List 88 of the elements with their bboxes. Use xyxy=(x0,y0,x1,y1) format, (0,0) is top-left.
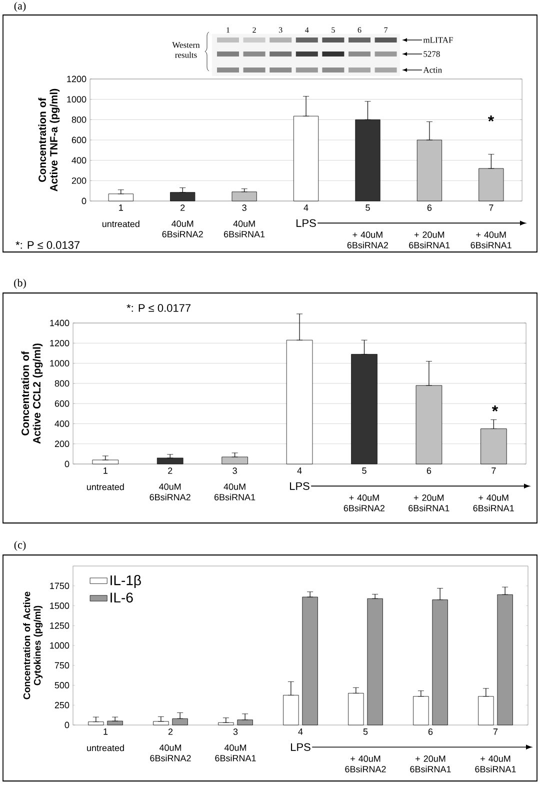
chart-title: (b) xyxy=(14,278,26,289)
text: untreated xyxy=(87,744,124,752)
y-tick-label: 400 xyxy=(54,420,70,427)
x-tick-label: 3 xyxy=(233,728,238,735)
text: 40uM 6BsiRNA1 xyxy=(224,220,265,238)
x-tick-label: 3 xyxy=(232,468,237,474)
text: 5 xyxy=(332,27,335,33)
y-axis-title: Concentration of Active Cytokines (pg/ml) xyxy=(23,592,43,700)
text: + 40uM 6BsiRNA2 xyxy=(347,232,388,248)
chart-title: (c) xyxy=(14,540,26,551)
x-tick-label: 7 xyxy=(489,204,494,211)
x-tick-label: 4 xyxy=(298,728,303,735)
text: + 40uM 6BsiRNA2 xyxy=(344,494,384,512)
text: LPS xyxy=(296,219,316,227)
text: + 20uM 6BsiRNA1 xyxy=(409,232,450,248)
y-tick-label: 1000 xyxy=(50,642,70,649)
y-tick-label: 750 xyxy=(54,662,70,669)
text: 7 xyxy=(384,27,388,33)
y-tick-label: 600 xyxy=(54,400,70,407)
text: 4 xyxy=(305,27,309,33)
y-tick-label: 1500 xyxy=(50,602,70,609)
x-tick-label: 4 xyxy=(304,204,308,211)
chart-title: (a) xyxy=(14,2,26,12)
text: 40uM 6BsiRNA2 xyxy=(162,220,203,238)
text: LPS xyxy=(290,482,310,490)
text: + 40uM 6BsiRNA1 xyxy=(475,756,516,772)
text: mLITAF xyxy=(423,37,453,43)
text: LPS xyxy=(291,743,310,751)
y-tick-label: 200 xyxy=(72,177,86,184)
text: untreated xyxy=(102,220,140,228)
y-axis-title: Concentration of Active TNF-a (pg/ml) xyxy=(38,88,60,192)
text: + 20uM 6BsiRNA1 xyxy=(408,494,450,512)
y-tick-label: 800 xyxy=(54,380,70,387)
x-tick-label: 6 xyxy=(426,468,432,474)
y-tick-label: 1750 xyxy=(50,582,70,590)
y-tick-label: 1000 xyxy=(67,96,86,103)
text: 3 xyxy=(278,27,282,33)
y-tick-label: 1200 xyxy=(67,76,86,82)
x-tick-label: 5 xyxy=(362,468,366,474)
text: untreated xyxy=(86,484,124,490)
x-tick-label: 5 xyxy=(366,204,370,211)
text: 1 xyxy=(226,27,230,33)
y-tick-label: 500 xyxy=(54,682,70,688)
x-tick-label: 1 xyxy=(104,728,108,735)
x-tick-label: 6 xyxy=(427,204,432,211)
y-tick-label: 1000 xyxy=(50,360,70,366)
text: 40uM 6BsiRNA1 xyxy=(214,484,256,500)
text: 5278 xyxy=(424,51,440,57)
x-tick-label: 1 xyxy=(104,468,108,474)
text: *: P ≤ 0.0177 xyxy=(126,304,191,312)
text: 40uM 6BsiRNA2 xyxy=(150,484,190,500)
text: + 40uM 6BsiRNA2 xyxy=(345,756,386,772)
y-tick-label: 600 xyxy=(72,136,86,144)
y-tick-label: 1400 xyxy=(50,320,70,326)
text: + 40uM 6BsiRNA1 xyxy=(473,494,514,512)
x-tick-label: 7 xyxy=(492,468,496,474)
legend-label: IL-1β xyxy=(110,574,141,588)
x-tick-label: 6 xyxy=(428,728,433,735)
y-tick-label: 1200 xyxy=(50,340,70,346)
text: 6 xyxy=(358,27,362,33)
annotation: * xyxy=(488,115,494,122)
annotation: * xyxy=(492,405,498,412)
y-axis-title: Concentration of Active CCL2 (pg/ml) xyxy=(21,344,43,444)
x-tick-label: 2 xyxy=(168,468,172,474)
text: + 40uM 6BsiRNA1 xyxy=(470,232,512,248)
x-tick-label: 4 xyxy=(297,468,302,474)
text: + 20uM 6BsiRNA1 xyxy=(410,756,451,772)
text: 40uM 6BsiRNA2 xyxy=(150,744,191,762)
text: Western results xyxy=(172,42,200,58)
x-tick-label: 7 xyxy=(493,728,498,735)
text: 40uM 6BsiRNA1 xyxy=(215,744,256,762)
y-tick-label: 400 xyxy=(72,157,86,164)
y-tick-label: 0 xyxy=(82,198,86,204)
x-tick-label: 1 xyxy=(119,204,123,211)
legend-label: IL-6 xyxy=(110,592,133,603)
y-tick-label: 800 xyxy=(72,116,86,123)
y-tick-label: 200 xyxy=(54,440,70,448)
x-tick-label: 3 xyxy=(242,204,246,211)
y-tick-label: 0 xyxy=(64,722,70,728)
y-tick-label: 1250 xyxy=(50,622,70,629)
x-tick-label: 2 xyxy=(168,728,173,735)
x-tick-label: 5 xyxy=(363,728,368,735)
text: Actin xyxy=(423,67,442,73)
text: *: P ≤ 0.0137 xyxy=(16,241,80,249)
x-tick-label: 2 xyxy=(180,204,185,211)
y-tick-label: 0 xyxy=(64,460,70,468)
text: 2 xyxy=(252,27,256,33)
y-tick-label: 250 xyxy=(54,702,70,708)
